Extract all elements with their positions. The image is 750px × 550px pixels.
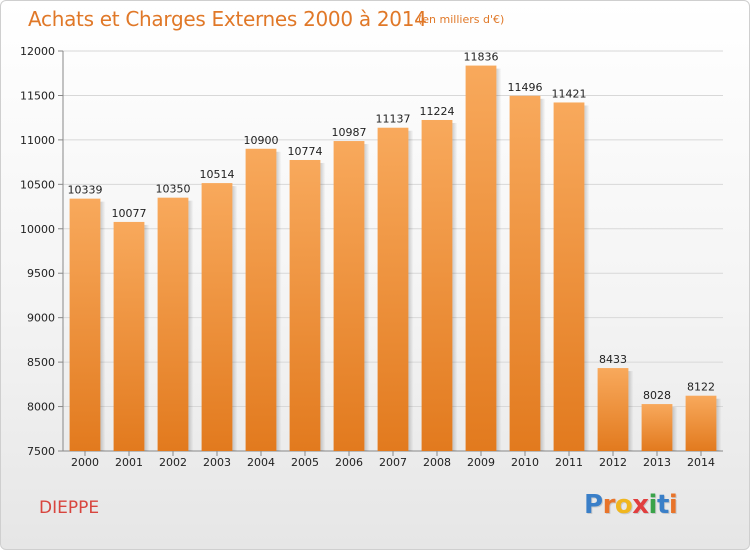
bar: [333, 141, 365, 452]
y-tick-label: 10000: [20, 223, 55, 236]
bar-shadow: [100, 201, 106, 451]
x-tick-label: 2012: [599, 456, 627, 469]
data-label: 10077: [112, 207, 147, 220]
bar: [69, 198, 101, 451]
brand-letter: P: [584, 490, 603, 520]
bar: [201, 183, 233, 452]
data-label: 11137: [376, 113, 411, 126]
bar-shadow: [364, 144, 370, 452]
bar: [465, 65, 497, 452]
chart-title: Achats et Charges Externes 2000 à 2014: [28, 7, 427, 31]
data-label: 8028: [643, 389, 671, 402]
x-tick-label: 2005: [291, 456, 319, 469]
chart-subtitle: (en milliers d'€): [418, 13, 505, 26]
x-tick-label: 2011: [555, 456, 583, 469]
bar: [157, 197, 189, 451]
data-label: 10350: [156, 183, 191, 196]
data-label: 8433: [599, 353, 627, 366]
bar: [289, 159, 321, 451]
bar-shadow: [276, 151, 282, 451]
bar-shadow: [584, 105, 590, 451]
bar: [597, 368, 629, 451]
x-tick-label: 2013: [643, 456, 671, 469]
data-label: 10987: [332, 126, 367, 139]
x-tick-label: 2002: [159, 456, 187, 469]
brand-letter: r: [602, 490, 616, 520]
y-tick-label: 7500: [27, 445, 55, 458]
bar-shadow: [540, 98, 546, 452]
data-label: 10774: [288, 145, 323, 158]
x-tick-label: 2000: [71, 456, 99, 469]
data-label: 11836: [464, 51, 499, 64]
x-tick-label: 2004: [247, 456, 275, 469]
bar-shadow: [452, 122, 458, 451]
data-label: 10339: [68, 184, 103, 197]
x-tick-label: 2007: [379, 456, 407, 469]
bar: [113, 221, 145, 451]
y-tick-label: 11000: [20, 134, 55, 147]
y-tick-label: 8000: [27, 401, 55, 414]
y-tick-label: 9000: [27, 312, 55, 325]
data-label: 10900: [244, 134, 279, 147]
bar: [421, 119, 453, 451]
brand-letter: i: [648, 490, 658, 520]
y-tick-label: 11500: [20, 89, 55, 102]
bar-shadow: [188, 200, 194, 451]
data-label: 11224: [420, 105, 455, 118]
y-tick-label: 8500: [27, 356, 55, 369]
data-label: 11496: [508, 81, 543, 94]
y-tick-label: 10500: [20, 178, 55, 191]
brand-letter: x: [632, 490, 649, 520]
brand-letter: t: [656, 490, 669, 520]
bar-shadow: [496, 68, 502, 452]
bar-shadow: [320, 162, 326, 451]
bar-shadow: [672, 407, 678, 451]
data-label: 8122: [687, 381, 715, 394]
data-label: 10514: [200, 168, 235, 181]
bar-shadow: [408, 130, 414, 451]
x-tick-label: 2010: [511, 456, 539, 469]
bar: [245, 148, 277, 451]
bar-shadow: [716, 398, 722, 451]
x-tick-label: 2006: [335, 456, 363, 469]
data-label: 11421: [552, 87, 587, 100]
x-tick-label: 2014: [687, 456, 715, 469]
bar: [641, 404, 673, 451]
y-tick-label: 9500: [27, 267, 55, 280]
bar-shadow: [628, 371, 634, 451]
bar: [553, 102, 585, 451]
y-tick-label: 12000: [20, 45, 55, 58]
bar: [509, 95, 541, 452]
city-label: DIEPPE: [39, 498, 100, 518]
x-tick-label: 2001: [115, 456, 143, 469]
x-tick-label: 2009: [467, 456, 495, 469]
bar: [377, 127, 409, 451]
proxiti-logo: Proxiti: [584, 490, 678, 520]
x-tick-label: 2003: [203, 456, 231, 469]
x-tick-label: 2008: [423, 456, 451, 469]
bar: [685, 395, 717, 451]
brand-letter: o: [614, 490, 633, 520]
bar-shadow: [144, 224, 150, 451]
brand-letter: i: [668, 490, 678, 520]
bar-shadow: [232, 186, 238, 452]
